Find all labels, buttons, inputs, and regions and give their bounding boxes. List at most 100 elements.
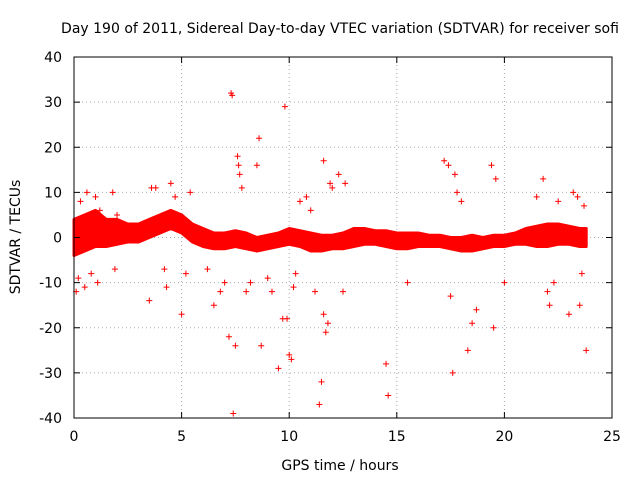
data-point — [96, 207, 103, 214]
data-point — [235, 162, 242, 169]
data-point — [583, 347, 590, 354]
data-point — [335, 171, 342, 178]
data-points — [73, 90, 590, 417]
x-tick-label: 5 — [177, 429, 186, 445]
data-point — [540, 175, 547, 182]
data-point — [488, 162, 495, 169]
data-point — [327, 180, 334, 187]
data-point — [268, 288, 275, 295]
y-tick-label: -40 — [39, 411, 62, 427]
x-axis-label: GPS time / hours — [281, 458, 398, 474]
data-point — [555, 198, 562, 205]
data-point — [578, 270, 585, 277]
data-point — [320, 311, 327, 318]
data-point — [83, 189, 90, 196]
y-axis-label: SDTVAR / TECUs — [8, 180, 24, 295]
data-point — [253, 162, 260, 169]
data-point — [94, 279, 101, 286]
data-point — [264, 275, 271, 282]
y-tick-label: 0 — [53, 231, 62, 247]
data-point — [473, 306, 480, 313]
data-point — [217, 288, 224, 295]
data-point — [581, 202, 588, 209]
data-point — [230, 410, 237, 417]
data-point — [109, 189, 116, 196]
data-point — [404, 279, 411, 286]
y-tick-label: 20 — [44, 140, 62, 156]
data-point — [256, 135, 263, 142]
data-point — [324, 320, 331, 327]
data-point — [275, 365, 282, 372]
data-point — [111, 266, 118, 273]
data-point — [570, 189, 577, 196]
x-tick-label: 15 — [388, 429, 406, 445]
data-point — [152, 184, 159, 191]
data-point — [163, 284, 170, 291]
data-point — [182, 270, 189, 277]
x-tick-label: 25 — [603, 429, 621, 445]
chart-title: Day 190 of 2011, Sidereal Day-to-day VTE… — [61, 21, 619, 37]
data-point — [469, 320, 476, 327]
data-point — [238, 184, 245, 191]
data-point — [88, 270, 95, 277]
data-point — [114, 211, 121, 218]
data-point — [303, 193, 310, 200]
data-point — [296, 198, 303, 205]
data-point — [320, 157, 327, 164]
data-point — [284, 315, 291, 322]
data-point — [322, 329, 329, 336]
data-point — [307, 207, 314, 214]
data-point — [187, 189, 194, 196]
data-point — [318, 378, 325, 385]
data-point — [258, 342, 265, 349]
y-tick-label: -20 — [39, 321, 62, 337]
data-point — [383, 360, 390, 367]
data-point — [81, 284, 88, 291]
data-point — [340, 288, 346, 295]
x-tick-label: 10 — [280, 429, 298, 445]
data-point — [204, 266, 211, 273]
data-point — [178, 311, 185, 318]
data-band — [72, 208, 588, 257]
data-point — [342, 180, 349, 187]
y-tick-label: -10 — [39, 276, 62, 292]
data-point — [234, 153, 241, 160]
x-tick-label: 0 — [70, 429, 79, 445]
data-point — [454, 189, 461, 196]
data-point — [292, 270, 299, 277]
data-point — [385, 392, 392, 399]
data-point — [77, 198, 84, 205]
data-point — [146, 297, 153, 304]
data-point — [229, 92, 236, 99]
data-point — [247, 279, 254, 286]
data-point — [225, 333, 232, 340]
data-point — [221, 279, 228, 286]
data-point — [232, 342, 239, 349]
y-tick-label: 40 — [44, 50, 62, 66]
data-point — [288, 356, 295, 363]
data-point — [458, 198, 465, 205]
data-point — [445, 162, 452, 169]
y-tick-label: 10 — [44, 185, 62, 201]
data-point — [574, 193, 581, 200]
dense-data-band — [72, 208, 588, 257]
y-tick-label: -30 — [39, 366, 62, 382]
data-point — [161, 266, 168, 273]
data-point — [75, 275, 82, 282]
data-point — [329, 184, 336, 191]
data-point — [243, 288, 250, 295]
data-point — [449, 369, 456, 376]
data-point — [316, 401, 323, 408]
data-point — [546, 302, 553, 309]
data-point — [210, 302, 217, 309]
data-point — [286, 351, 293, 358]
data-point — [501, 279, 508, 286]
data-point — [451, 171, 458, 178]
data-point — [565, 311, 572, 318]
data-point — [281, 103, 288, 110]
data-point — [312, 288, 319, 295]
data-point — [550, 279, 557, 286]
data-point — [236, 171, 243, 178]
data-point — [92, 193, 99, 200]
